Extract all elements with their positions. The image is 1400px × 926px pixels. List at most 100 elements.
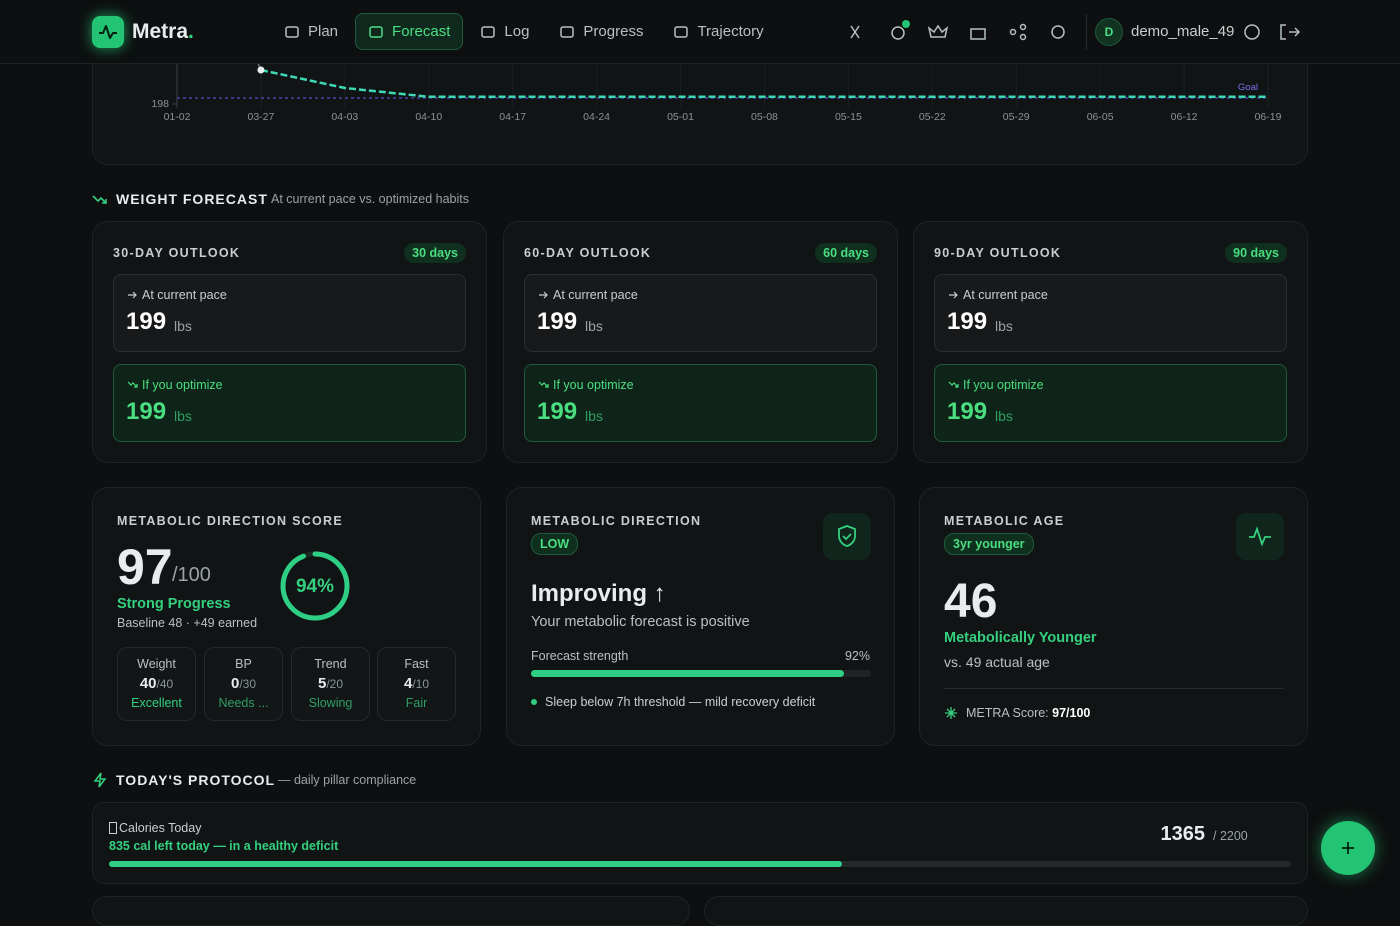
score-max: /100 [172,564,211,586]
score-status: Strong Progress [117,596,231,612]
pillar-status: Slowing [308,696,353,710]
x-tick-label: 04-17 [499,111,526,123]
optimized-unit: lbs [995,408,1013,424]
x-tick-label: 04-24 [583,111,610,123]
ring-label: 94% [296,576,334,597]
optimized-box: If you optimize 199 lbs [524,364,877,442]
current-box: At current pace 199 lbs [934,274,1287,352]
score-ring: 94% [280,551,350,621]
logo[interactable] [92,16,124,48]
optimized-value: 199 [537,398,578,425]
direction-description: Your metabolic forecast is positive [531,614,750,630]
avatar[interactable]: D [1095,18,1123,46]
score-value: 97 [117,539,173,595]
arrow-icon [128,291,137,299]
help-icon[interactable] [1244,24,1260,40]
x-tick-label: 06-05 [1087,111,1114,123]
section-subtitle: — daily pillar compliance [278,773,417,787]
logout-icon[interactable] [1280,24,1301,40]
section-subtitle: At current pace vs. optimized habits [271,192,470,206]
icon[interactable] [1051,25,1065,39]
add-button[interactable] [1321,821,1375,875]
brand-dot: . [188,20,194,43]
sparkle-icon [945,707,957,719]
section-icon [92,195,107,204]
nav-item[interactable]: Progress [546,13,656,50]
nav-icon [560,25,575,38]
arrow-icon [539,291,548,299]
nav-item[interactable]: Plan [271,13,351,50]
pillar: Trend 5/20 Slowing [291,647,370,721]
x-tick-label: 03-27 [247,111,274,123]
pillar-score-row: 5/20 [292,675,369,692]
x-tick-label: 05-22 [919,111,946,123]
nav-items: Plan Forecast Log Progress Trajectory [271,13,777,50]
nav-item[interactable]: Log [467,13,542,50]
ring-arc [280,551,350,621]
pillar-score-row: 40/40 [118,675,195,692]
calories-bar [109,861,843,867]
badge: 3yr younger [944,533,1034,555]
nav-icon [481,25,496,38]
section-title: WEIGHT FORECAST [116,191,268,207]
pillar-status: Needs ... [218,696,269,710]
card-title: 60-DAY OUTLOOK [524,246,652,260]
optimized-value: 199 [947,398,988,425]
pillar-max: /30 [239,677,257,691]
x-tick-label: 05-15 [835,111,862,123]
arrow-icon [949,291,958,299]
badge: 60 days [815,243,877,263]
calories-title: Calories Today [119,821,202,835]
pulse-icon [1236,513,1284,560]
pillar-score-row: 0/30 [205,675,282,692]
direction-heading: Improving ↑ [531,580,666,607]
icon[interactable] [850,25,860,39]
calories-icon [109,822,117,834]
nav-item[interactable]: Trajectory [660,13,776,50]
forecast-line [260,68,1268,99]
x-tick-label: 05-29 [1003,111,1030,123]
strength-track [531,670,871,677]
x-tick-label: 06-12 [1171,111,1198,123]
pillar: Fast 4/10 Fair [377,647,456,721]
pillar-status: Fair [405,696,428,710]
age-status: Metabolically Younger [944,630,1097,646]
score-baseline: Baseline 48 · +49 earned [117,616,258,630]
arrow-icon [948,381,959,388]
nav-icons [850,20,1065,41]
section-title: TODAY'S PROTOCOL [116,772,276,788]
pillar-status: Excellent [131,696,182,710]
age-card: METABOLIC AGE 3yr younger 46 Metabolical… [919,487,1308,746]
nav-label: Forecast [392,23,451,40]
strength-label: Forecast strength [531,649,629,663]
optimized-unit: lbs [174,408,192,424]
optimized-label: If you optimize [553,378,634,392]
username[interactable]: demo_male_49 [1131,23,1235,40]
strength-value: 92% [844,649,870,663]
x-tick-label: 01-02 [164,111,191,123]
current-unit: lbs [585,318,603,334]
current-box: At current pace 199 lbs [113,274,466,352]
note: Sleep below 7h threshold — mild recovery… [545,695,816,709]
icon[interactable] [927,24,949,38]
x-tick-label: 05-08 [751,111,778,123]
pillar-max: /20 [326,677,344,691]
nav-item[interactable]: Forecast [355,13,464,50]
icon[interactable] [970,28,986,40]
section-icon [93,772,107,788]
card-title: METABOLIC AGE [944,514,1065,528]
calories-consumed: 1365 [1160,823,1206,845]
current-value: 199 [537,308,578,335]
footer-label: METRA Score: [966,706,1049,720]
pillar-score: 0 [230,675,240,692]
current-value: 199 [126,308,167,335]
age-comparison: vs. 49 actual age [944,654,1050,670]
icon[interactable] [1009,28,1017,36]
x-tick-label: 04-10 [415,111,442,123]
icon[interactable] [891,26,905,40]
x-tick-label: 06-19 [1255,111,1282,123]
current-label: At current pace [142,288,227,302]
brand[interactable]: Metra. [132,20,194,44]
logo-icon [99,25,117,39]
nav-icon [285,25,299,38]
